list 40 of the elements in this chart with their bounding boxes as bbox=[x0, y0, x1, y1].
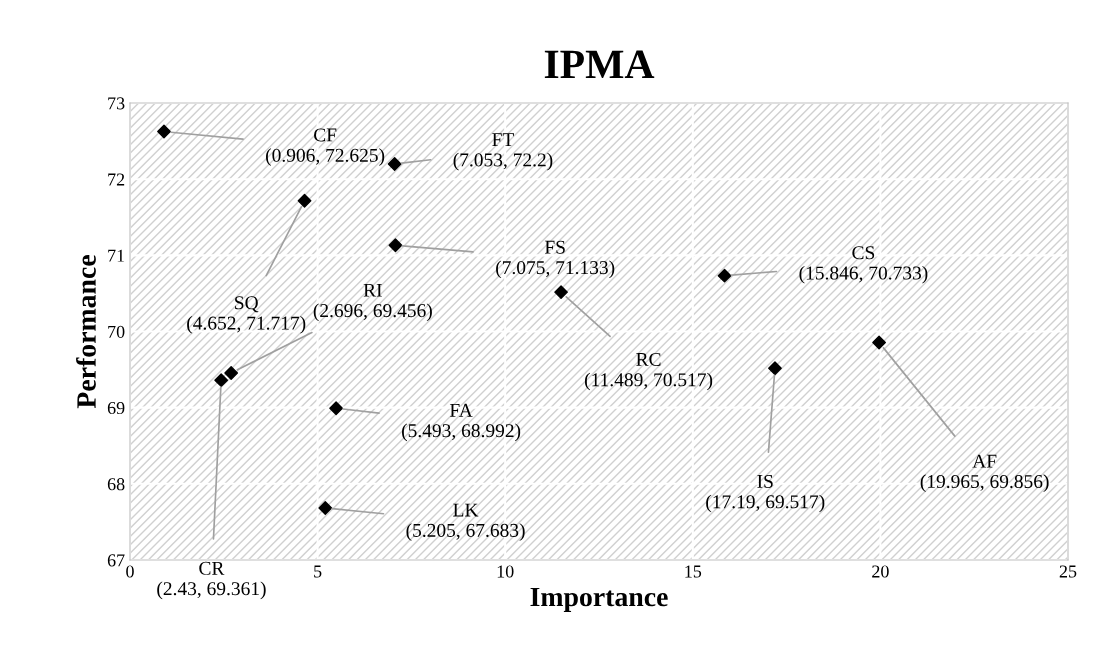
y-tick-label: 70 bbox=[108, 325, 125, 338]
point bbox=[387, 157, 402, 171]
annotation: RC (11.489, 70.517) bbox=[584, 352, 713, 391]
point bbox=[872, 335, 886, 350]
y-tick-label: 71 bbox=[108, 249, 125, 262]
annotation: FT (7.053, 72.2) bbox=[453, 133, 553, 171]
annotation: CR (2.43, 69.361) bbox=[157, 561, 266, 600]
annotation: RI (2.696, 69.456) bbox=[313, 283, 432, 322]
annotation: CF (0.906, 72.625) bbox=[266, 128, 385, 166]
x-tick-label: 5 bbox=[314, 565, 322, 578]
point bbox=[224, 366, 239, 380]
y-tick-label: 67 bbox=[107, 554, 125, 567]
annotation: AF (19.965, 69.856) bbox=[920, 454, 1049, 493]
point bbox=[157, 124, 171, 139]
point bbox=[318, 501, 333, 515]
point bbox=[554, 285, 568, 300]
y-tick-label: 69 bbox=[107, 401, 125, 415]
point bbox=[329, 401, 344, 416]
x-axis-title: Importance bbox=[530, 587, 668, 612]
x-tick-label: 10 bbox=[497, 565, 514, 578]
annotation: LK (5.205, 67.683) bbox=[406, 503, 525, 541]
x-tick-label: 25 bbox=[1059, 565, 1077, 578]
y-tick-label: 72 bbox=[108, 173, 125, 186]
annotation: FA (5.493, 68.992) bbox=[402, 403, 521, 442]
x-tick-label: 15 bbox=[685, 565, 702, 578]
point bbox=[388, 238, 403, 253]
point bbox=[214, 373, 229, 388]
annotation: FS (7.075, 71.133) bbox=[496, 240, 615, 279]
annotation: CS (15.846, 70.733) bbox=[799, 246, 928, 284]
point bbox=[297, 193, 312, 208]
y-axis-title: Performance bbox=[76, 255, 96, 409]
chart-title: IPMA bbox=[544, 50, 655, 78]
annotation: IS (17.19, 69.517) bbox=[706, 474, 825, 513]
x-tick-label: 0 bbox=[126, 565, 134, 578]
point bbox=[768, 361, 782, 376]
point bbox=[717, 268, 732, 283]
y-tick-label: 73 bbox=[108, 97, 125, 110]
x-tick-label: 20 bbox=[872, 565, 889, 578]
y-tick-label: 68 bbox=[107, 478, 125, 491]
annotation: SQ (4.652, 71.717) bbox=[187, 296, 306, 334]
